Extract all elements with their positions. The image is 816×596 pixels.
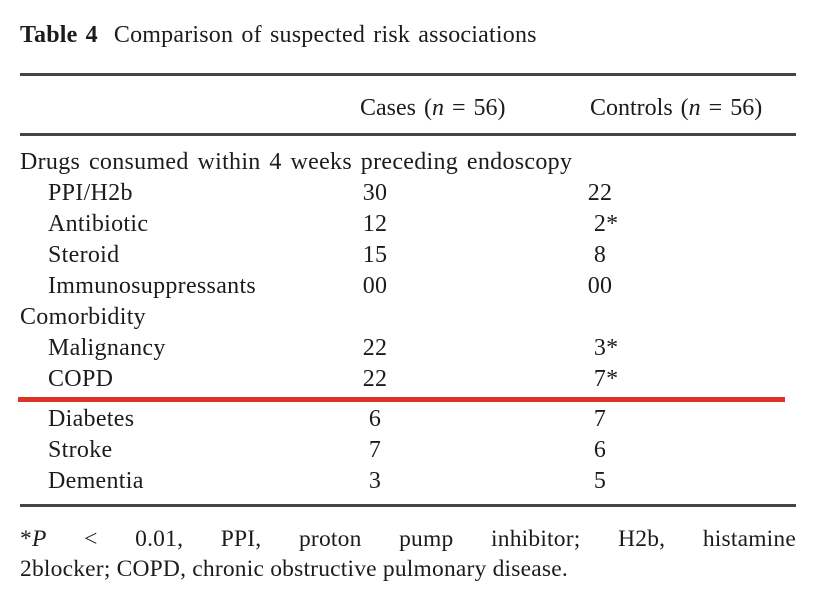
controls-value: 8 [593,242,607,268]
cases-value: 3 [368,468,382,494]
spacer-cell [440,435,535,466]
header-text-part: = 56) [700,95,763,121]
row-label: Malignancy [48,335,166,361]
spacer-cell [665,209,796,240]
spacer-cell [665,404,796,435]
cases-value: 22 [362,366,388,392]
controls-value: 6 [593,437,607,463]
header-text-part: = 56) [443,95,506,121]
row-label: Immunosuppressants [48,273,257,299]
row-label: Antibiotic [48,211,149,237]
footnote: *P < 0.01, PPI, proton pump inhibitor; H… [20,524,796,584]
spacer-cell [665,466,796,497]
spacer-cell [665,240,796,271]
table-row: Stroke 7 6 [20,435,796,466]
footnote-text: < 0.01, PPI, proton pump inhibitor; H2b,… [46,526,796,552]
spacer-cell [440,209,535,240]
spacer-cell [440,333,535,364]
table-row: Diabetes 6 7 [20,404,796,435]
table-body: Drugs consumed within 4 weeks preceding … [18,147,796,497]
header-n-italic: n [688,95,701,121]
spacer-cell [665,364,796,395]
spacer-cell [665,271,796,302]
header-text-part: Cases ( [360,95,432,121]
cases-value: 12 [362,211,388,237]
footnote-p-italic: P [31,526,47,552]
table-rule-header-bottom [20,133,796,136]
controls-value: 22 [587,180,613,206]
cases-value: 30 [362,180,388,206]
row-label: Steroid [48,242,120,268]
table-row: COPD 22 7* [20,364,796,395]
spacer-cell [440,240,535,271]
spacer-cell [665,178,796,209]
header-n-italic: n [431,95,444,121]
controls-value: 00 [587,273,613,299]
footnote-line2: 2blocker; COPD, chronic obstructive pulm… [20,556,568,582]
annotation-red-line [18,397,785,402]
stub-header-cell [20,94,360,122]
footnote-line1: *P < 0.01, PPI, proton pump inhibitor; H… [20,524,796,554]
row-label: PPI/H2b [48,180,133,206]
spacer-cell [440,178,535,209]
table-row: Steroid 15 8 [20,240,796,271]
spacer-cell [440,364,535,395]
cases-value: 6 [368,406,382,432]
cases-value: 22 [362,335,388,361]
row-label: Dementia [48,468,144,494]
spacer-cell [440,271,535,302]
row-label: Stroke [48,437,113,463]
cases-value: 15 [362,242,388,268]
spacer-cell [665,333,796,364]
cases-value: 00 [362,273,388,299]
table-label: Table 4 [20,22,98,48]
table-row: Antibiotic 12 2* [20,209,796,240]
table-title: Table 4 Comparison of suspected risk asso… [20,22,796,49]
table-row: Immunosuppressants 00 00 [20,271,796,302]
column-header-row: Cases (n = 56) Controls (n = 56) [20,94,796,122]
col-header-cases: Cases (n = 56) [360,94,590,122]
table-row: Dementia 3 5 [20,466,796,497]
spacer-cell [440,404,535,435]
spacer-cell [440,466,535,497]
controls-value: 2* [593,211,619,237]
spacer-cell [665,435,796,466]
header-text-part: Controls ( [590,95,689,121]
row-label: Diabetes [48,406,135,432]
table-row: Malignancy 22 3* [20,333,796,364]
cases-value: 7 [368,437,382,463]
table-rule-bottom [20,504,796,507]
section-header: Drugs consumed within 4 weeks preceding … [20,149,573,175]
table-caption: Comparison of suspected risk association… [113,22,537,48]
controls-value: 3* [593,335,619,361]
controls-value: 5 [593,468,607,494]
table-row: PPI/H2b 30 22 [20,178,796,209]
row-label: COPD [48,366,114,392]
controls-value: 7 [593,406,607,432]
section-header: Comorbidity [20,304,146,330]
table-rule-top [20,73,796,76]
footnote-asterisk: * [20,526,32,552]
controls-value: 7* [593,366,619,392]
col-header-controls: Controls (n = 56) [590,94,796,122]
